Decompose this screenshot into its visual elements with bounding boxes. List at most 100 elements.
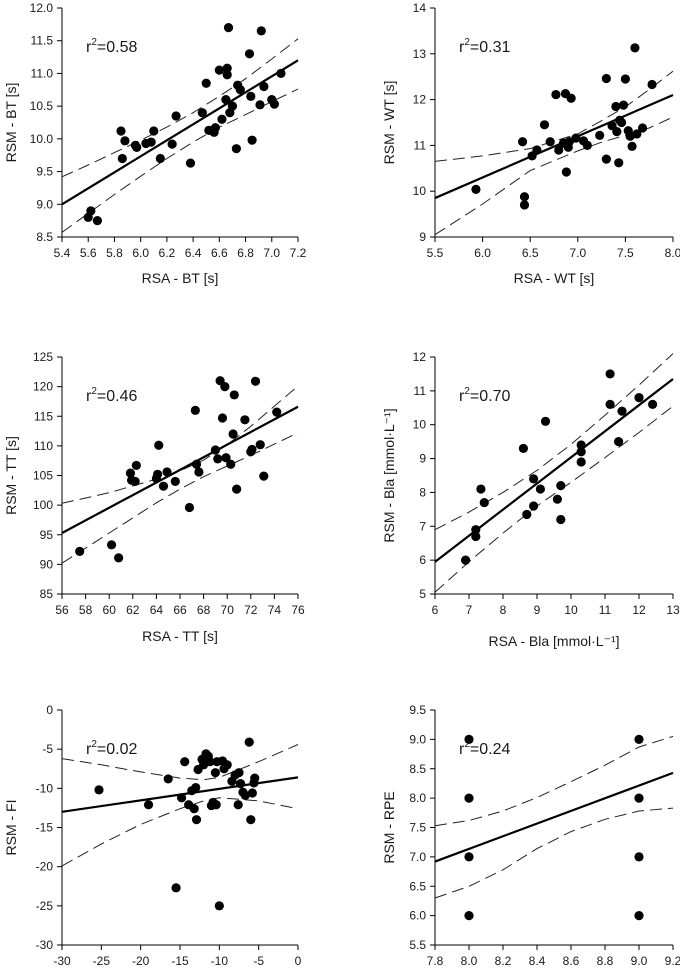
ci-upper-line [61, 744, 299, 781]
x-tick-label: 6.6 [211, 246, 228, 260]
data-point [201, 78, 211, 88]
data-point [176, 793, 187, 803]
data-point [249, 778, 259, 788]
y-tick-label: 100 [33, 498, 53, 512]
data-point [464, 734, 474, 744]
data-point [634, 393, 644, 403]
data-point [634, 734, 644, 744]
x-tick-label: 9.2 [665, 954, 680, 968]
data-point [143, 800, 154, 810]
x-tick-label: 8.4 [529, 954, 546, 968]
data-point [616, 117, 627, 128]
data-point [554, 145, 564, 155]
data-point [556, 514, 566, 525]
data-point [180, 757, 190, 767]
data-point [637, 123, 648, 133]
y-axis-label: RSM - WT [s] [381, 81, 397, 165]
x-tick-label: 76 [291, 603, 305, 617]
r2-value: =0.02 [97, 741, 138, 758]
data-point [529, 501, 539, 511]
x-tick-label: 68 [197, 603, 211, 617]
data-point [170, 476, 180, 487]
x-tick-label: 6.2 [159, 246, 176, 260]
x-tick-label: 11 [599, 603, 612, 617]
y-tick-label: 105 [33, 469, 53, 483]
x-tick-label: 7.0 [263, 246, 280, 260]
x-tick-label: 6.0 [132, 246, 149, 260]
data-point [246, 815, 256, 825]
data-point [86, 206, 96, 216]
x-tick-label: -15 [171, 954, 189, 968]
x-tick-label: 62 [126, 603, 140, 617]
data-point [116, 126, 126, 136]
data-point [114, 553, 124, 563]
data-point [522, 509, 532, 520]
r2-annotation: r2=0.24 [459, 739, 510, 758]
r2-value: =0.70 [470, 388, 511, 405]
data-point [632, 129, 642, 139]
data-point [240, 790, 250, 800]
x-tick-label: 7.2 [290, 246, 307, 260]
x-tick-label: 6.5 [522, 246, 539, 260]
ci-lower-line [61, 797, 299, 867]
y-tick-label: 85 [40, 587, 54, 601]
data-point [130, 476, 140, 487]
data-point [194, 467, 204, 477]
data-point [213, 454, 223, 464]
data-point [191, 782, 201, 793]
chart-rpe: 7.8 8.0 8.2 8.4 8.6 8.8 9.0 9.2 5.5 6.0 6.5 7.0 7.5 8… [381, 703, 680, 968]
x-tick-label: 8.0 [461, 954, 478, 968]
ci-upper-line [434, 353, 674, 531]
y-tick-label: 7.5 [409, 821, 426, 835]
data-point [232, 484, 242, 494]
x-tick-label: 7 [466, 603, 473, 617]
y-axis-label: RSM - TT [s] [3, 436, 19, 515]
data-point [226, 459, 236, 469]
r2-value: =0.24 [470, 741, 511, 758]
data-point [464, 793, 474, 803]
chart-bt: 5.4 5.6 5.8 6.0 6.2 6.4 6.6 6.8 7.0 7.2 8.5 9.0 9.5 1… [3, 1, 307, 286]
data-point [94, 785, 104, 795]
x-tick-label: 13 [666, 603, 680, 617]
data-point [255, 440, 265, 450]
y-tick-label: -20 [36, 860, 54, 874]
y-tick-label: 7 [419, 519, 426, 533]
data-point [246, 447, 256, 457]
data-point [255, 100, 265, 110]
y-tick-label: 0 [46, 703, 53, 717]
data-point [517, 137, 528, 147]
x-tick-label: 10 [564, 603, 578, 617]
data-point [247, 135, 257, 145]
data-point [471, 531, 481, 542]
r2-annotation: r2=0.46 [86, 386, 137, 405]
data-point [634, 911, 644, 921]
y-tick-label: -25 [36, 899, 54, 913]
y-tick-label: 11.5 [31, 34, 54, 48]
y-tick-label: 5 [419, 587, 426, 601]
data-point [206, 800, 217, 811]
ci-upper-line [434, 70, 674, 162]
data-point [214, 65, 224, 75]
x-axis-label: RSA - Bla [mmol·L⁻¹] [488, 633, 619, 649]
x-tick-label: 8 [500, 603, 507, 617]
x-tick-label: -10 [211, 954, 229, 968]
data-point [244, 49, 255, 59]
data-point [532, 145, 542, 155]
data-point [158, 481, 169, 491]
data-point [220, 382, 230, 392]
data-point [618, 100, 629, 110]
data-point [233, 80, 243, 90]
r2-value: =0.46 [97, 388, 138, 405]
data-point [601, 73, 611, 84]
y-tick-label: 12 [413, 350, 427, 364]
y-tick-label: 11 [414, 384, 427, 398]
data-point [227, 101, 238, 111]
ci-upper-line [61, 385, 299, 504]
data-point [595, 130, 605, 140]
data-point [75, 546, 85, 556]
data-point [539, 120, 550, 130]
chart-tt: 56 58 60 62 64 66 68 70 72 74 76 85 90 95 100 105 110 115… [3, 350, 305, 644]
data-point [471, 525, 481, 535]
data-point [605, 399, 615, 409]
x-tick-label: 8.8 [597, 954, 614, 968]
